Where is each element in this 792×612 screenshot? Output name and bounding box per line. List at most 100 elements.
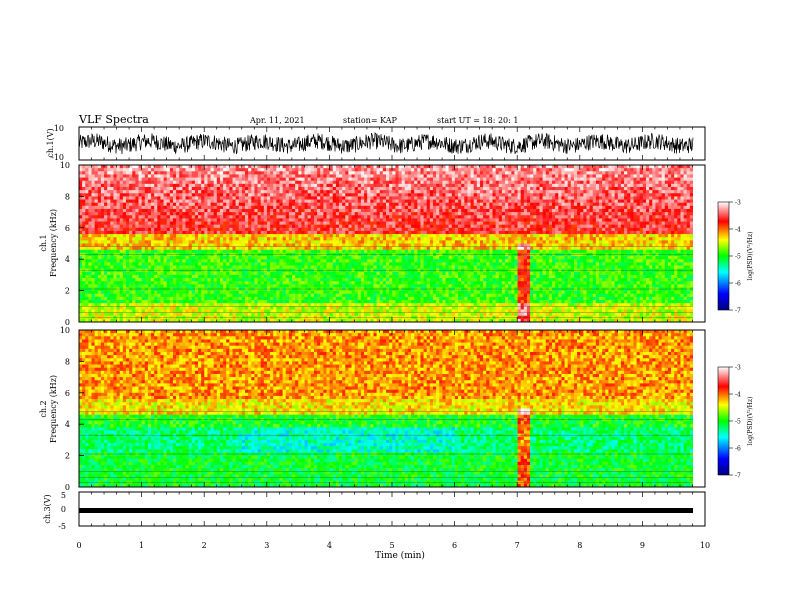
spectrogram-cell: [235, 274, 240, 279]
spectrogram-cell: [270, 271, 274, 276]
spectrogram-cell: [307, 174, 312, 178]
spectrogram-cell: [263, 256, 268, 260]
spectrogram-cell: [188, 171, 193, 175]
spectrogram-cell: [379, 249, 384, 254]
spectrogram-cell: [154, 221, 158, 225]
spectrogram-cell: [135, 205, 139, 210]
spectrogram-cell: [185, 296, 189, 301]
spectrogram-cell: [107, 271, 111, 276]
spectrogram-cell: [245, 237, 249, 241]
spectrogram-cell: [373, 193, 377, 197]
spectrogram-cell: [335, 296, 340, 301]
spectrogram-cell: [270, 230, 274, 235]
spectrogram-cell: [326, 278, 330, 282]
spectrogram-cell: [235, 221, 240, 225]
spectrogram-cell: [213, 177, 218, 181]
spectrogram-cell: [307, 303, 312, 307]
spectrogram-cell: [223, 190, 227, 194]
spectrogram-cell: [151, 193, 155, 197]
spectrogram-cell: [147, 186, 152, 191]
spectrogram-cell: [151, 234, 155, 238]
spectrogram-cell: [251, 218, 255, 222]
spectrogram-cell: [329, 218, 334, 222]
spectrogram-cell: [169, 249, 174, 254]
spectrogram-cell: [147, 174, 152, 178]
spectrogram-cell: [248, 246, 252, 251]
spectrogram-cell: [182, 284, 186, 288]
spectrogram-cell: [147, 303, 152, 307]
spectrogram-cell: [119, 196, 124, 200]
spectrogram-cell: [323, 271, 327, 276]
spectrogram-cell: [119, 303, 124, 307]
spectrogram-cell: [248, 212, 252, 216]
spectrogram-cell: [292, 312, 296, 317]
spectrogram-cell: [354, 274, 359, 279]
figure-title: VLF Spectra: [78, 113, 149, 126]
spectrogram-cell: [97, 274, 102, 279]
spectrogram-cell: [282, 262, 287, 266]
spectrogram-cell: [79, 227, 83, 232]
spectrogram-cell: [185, 193, 189, 197]
spectrogram-cell: [79, 205, 83, 210]
spectrogram-cell: [229, 300, 233, 304]
spectrogram-cell: [91, 249, 95, 254]
spectrogram-cell: [79, 271, 83, 276]
spectrogram-cell: [266, 199, 271, 203]
spectrogram-cell: [104, 186, 108, 191]
spectrogram-cell: [122, 303, 127, 307]
spectrogram-cell: [298, 293, 302, 298]
spectrogram-cell: [260, 284, 265, 288]
spectrogram-cell: [329, 312, 334, 317]
spectrogram-cell: [82, 259, 86, 263]
spectrogram-cell: [154, 183, 158, 188]
spectrogram-cell: [345, 281, 349, 285]
spectrogram-cell: [354, 180, 359, 185]
spectrogram-cell: [348, 215, 352, 219]
spectrogram-cell: [85, 271, 89, 276]
spectrogram-cell: [254, 290, 258, 295]
spectrogram-cell: [285, 309, 290, 313]
spectrogram-cell: [329, 208, 334, 213]
spectrogram-cell: [116, 186, 121, 191]
spectrogram-cell: [113, 177, 117, 181]
spectrogram-cell: [88, 205, 92, 210]
spectrogram-cell: [141, 168, 146, 172]
spectrogram-cell: [204, 290, 208, 295]
spectrogram-cell: [282, 271, 287, 276]
spectrogram-cell: [138, 262, 142, 266]
spectrogram-cell: [298, 196, 302, 200]
spectrogram-cell: [386, 296, 390, 301]
spectrogram-cell: [304, 212, 308, 216]
spectrogram-cell: [132, 165, 136, 169]
spectrogram-cell: [301, 208, 305, 213]
spectrogram-cell: [370, 183, 374, 188]
spectrogram-cell: [179, 215, 183, 219]
spectrogram-cell: [194, 171, 199, 175]
spectrogram-cell: [135, 212, 139, 216]
spectrogram-cell: [147, 318, 152, 323]
spectrogram-cell: [298, 271, 302, 276]
spectrogram-cell: [245, 243, 249, 247]
spectrogram-cell: [198, 234, 202, 238]
spectrogram-cell: [354, 165, 359, 169]
spectrogram-cell: [198, 230, 202, 235]
spectrogram-cell: [270, 237, 274, 241]
spectrogram-cell: [144, 193, 149, 197]
spectrogram-cell: [332, 180, 337, 185]
spectrogram-cell: [345, 218, 349, 222]
spectrogram-cell: [382, 246, 387, 251]
spectrogram-cell: [176, 265, 180, 269]
spectrogram-cell: [104, 265, 108, 269]
spectrogram-cell: [188, 212, 193, 216]
spectrogram-cell: [201, 215, 205, 219]
spectrogram-cell: [138, 309, 142, 313]
spectrogram-cell: [226, 234, 230, 238]
spectrogram-cell: [335, 208, 340, 213]
spectrogram-cell: [285, 243, 290, 247]
spectrogram-cell: [116, 290, 121, 295]
spectrogram-cell: [282, 265, 287, 269]
spectrogram-cell: [288, 234, 293, 238]
spectrogram-cell: [166, 168, 171, 172]
spectrogram-cell: [323, 202, 327, 207]
spectrogram-cell: [373, 205, 377, 210]
